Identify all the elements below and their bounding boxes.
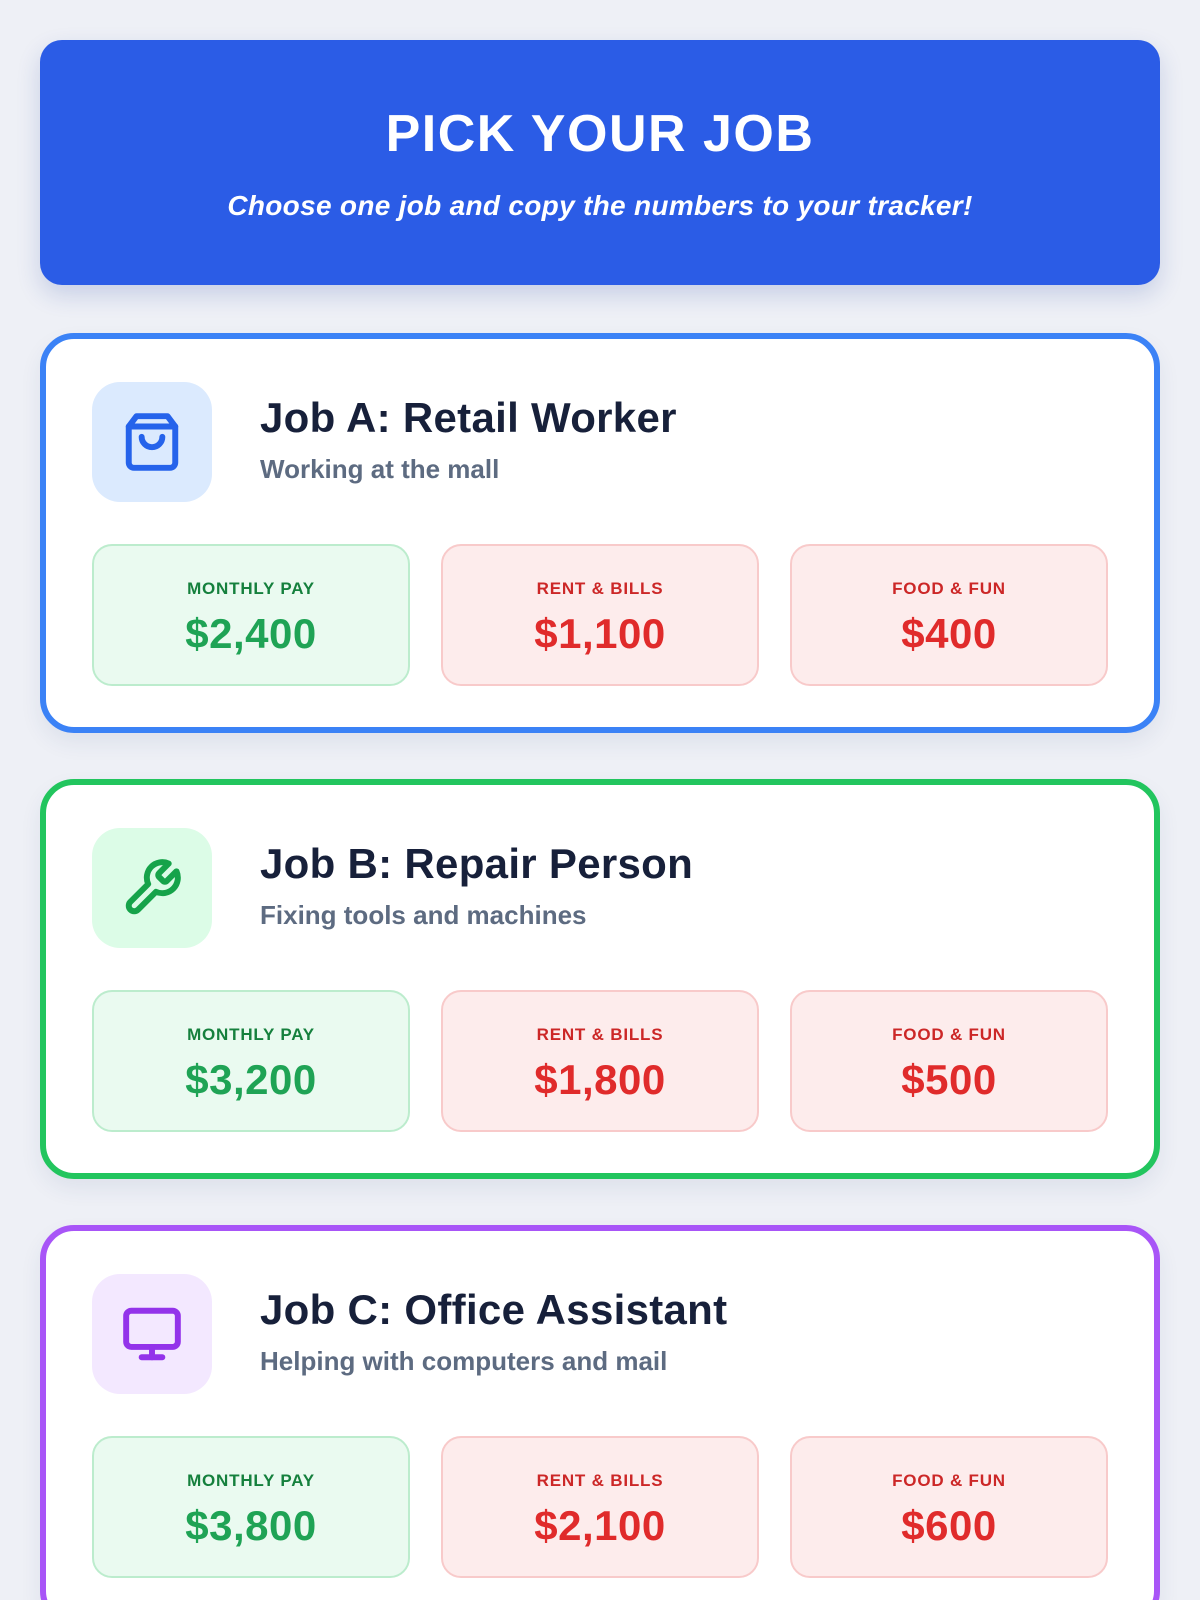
job-subtitle: Helping with computers and mail <box>260 1346 668 1376</box>
job-subtitle: Working at the mall <box>260 454 500 484</box>
card-header: Job A: Retail Worker Working at the mall <box>92 382 1108 502</box>
stat-label: MONTHLY PAY <box>187 579 315 598</box>
stat-rent-bills: RENT & BILLS $1,800 <box>441 990 759 1132</box>
stat-value: $600 <box>901 1502 997 1549</box>
stat-value: $3,800 <box>185 1502 317 1549</box>
card-header: Job B: Repair Person Fixing tools and ma… <box>92 828 1108 948</box>
stat-value: $1,800 <box>534 1056 666 1103</box>
monitor-icon <box>92 1274 212 1394</box>
stat-label: FOOD & FUN <box>892 579 1006 598</box>
job-title: Job C: Office Assistant <box>260 1286 728 1333</box>
card-header-text: Job B: Repair Person Fixing tools and ma… <box>260 828 693 931</box>
stat-label: MONTHLY PAY <box>187 1471 315 1490</box>
job-card-retail-worker[interactable]: Job A: Retail Worker Working at the mall… <box>40 333 1160 733</box>
stats-row: MONTHLY PAY $3,200 RENT & BILLS $1,800 F… <box>92 990 1108 1132</box>
stat-value: $2,400 <box>185 610 317 657</box>
job-subtitle: Fixing tools and machines <box>260 900 587 930</box>
header-banner: PICK YOUR JOB Choose one job and copy th… <box>40 40 1160 285</box>
shopping-bag-icon <box>92 382 212 502</box>
stat-value: $3,200 <box>185 1056 317 1103</box>
page-subtitle: Choose one job and copy the numbers to y… <box>227 189 973 221</box>
stats-row: MONTHLY PAY $3,800 RENT & BILLS $2,100 F… <box>92 1436 1108 1578</box>
job-title: Job B: Repair Person <box>260 840 694 887</box>
stat-monthly-pay: MONTHLY PAY $3,200 <box>92 990 410 1132</box>
card-header-text: Job A: Retail Worker Working at the mall <box>260 382 677 485</box>
card-header: Job C: Office Assistant Helping with com… <box>92 1274 1108 1394</box>
stat-label: RENT & BILLS <box>536 1471 664 1490</box>
card-header-text: Job C: Office Assistant Helping with com… <box>260 1274 727 1377</box>
stat-rent-bills: RENT & BILLS $1,100 <box>441 544 759 686</box>
page-title: PICK YOUR JOB <box>385 104 815 163</box>
stat-label: RENT & BILLS <box>536 579 664 598</box>
stat-label: FOOD & FUN <box>892 1471 1006 1490</box>
wrench-icon <box>92 828 212 948</box>
stat-food-fun: FOOD & FUN $400 <box>790 544 1108 686</box>
job-card-office-assistant[interactable]: Job C: Office Assistant Helping with com… <box>40 1225 1160 1600</box>
stat-rent-bills: RENT & BILLS $2,100 <box>441 1436 759 1578</box>
stat-value: $1,100 <box>534 610 666 657</box>
stat-value: $400 <box>901 610 997 657</box>
stat-value: $500 <box>901 1056 997 1103</box>
stats-row: MONTHLY PAY $2,400 RENT & BILLS $1,100 F… <box>92 544 1108 686</box>
stat-label: RENT & BILLS <box>536 1025 664 1044</box>
stat-monthly-pay: MONTHLY PAY $3,800 <box>92 1436 410 1578</box>
stat-label: FOOD & FUN <box>892 1025 1006 1044</box>
stat-food-fun: FOOD & FUN $500 <box>790 990 1108 1132</box>
job-title: Job A: Retail Worker <box>260 394 677 441</box>
stat-food-fun: FOOD & FUN $600 <box>790 1436 1108 1578</box>
stat-label: MONTHLY PAY <box>187 1025 315 1044</box>
job-card-repair-person[interactable]: Job B: Repair Person Fixing tools and ma… <box>40 779 1160 1179</box>
stat-monthly-pay: MONTHLY PAY $2,400 <box>92 544 410 686</box>
stat-value: $2,100 <box>534 1502 666 1549</box>
